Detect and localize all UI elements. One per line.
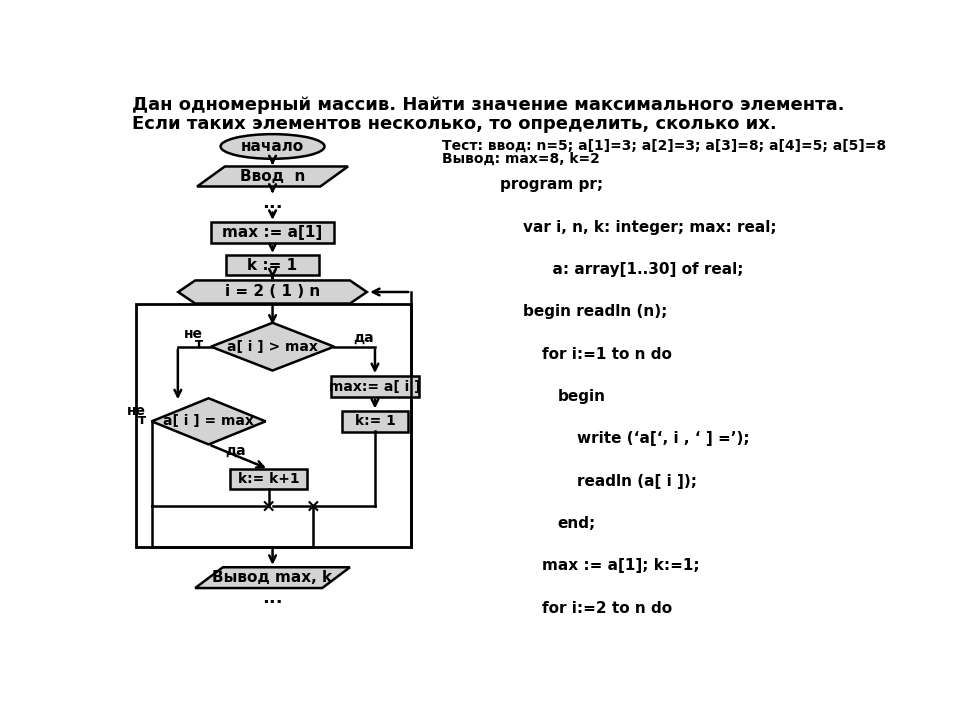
Text: i = 2 ( 1 ) n: i = 2 ( 1 ) n	[225, 284, 321, 300]
Bar	[227, 255, 319, 275]
Text: Если таких элементов несколько, то определить, сколько их.: Если таких элементов несколько, то опред…	[132, 115, 777, 133]
Text: write (‘a[‘, i , ‘ ] =’);: write (‘a[‘, i , ‘ ] =’);	[577, 431, 750, 446]
Text: program pr;: program pr;	[500, 177, 603, 192]
Text: k := 1: k := 1	[248, 258, 298, 273]
Text: max:= a[ i ]: max:= a[ i ]	[329, 379, 420, 394]
Text: ...: ...	[262, 589, 283, 607]
Text: да: да	[226, 444, 246, 458]
Text: end;: end;	[558, 516, 596, 531]
Bar	[330, 377, 420, 397]
Text: Дан одномерный массив. Найти значение максимального элемента.: Дан одномерный массив. Найти значение ма…	[132, 96, 844, 114]
Polygon shape	[197, 166, 348, 186]
Text: Тест: ввод: n=5; a[1]=3; a[2]=3; a[3]=8; a[4]=5; a[5]=8: Тест: ввод: n=5; a[1]=3; a[2]=3; a[3]=8;…	[442, 139, 886, 153]
Text: max := a[1]: max := a[1]	[223, 225, 323, 240]
Text: a[ i ] > max: a[ i ] > max	[228, 340, 318, 354]
Text: да: да	[353, 330, 373, 344]
Bar	[342, 411, 408, 432]
Text: Ввод  n: Ввод n	[240, 169, 305, 184]
Polygon shape	[211, 323, 334, 371]
Text: ...: ...	[262, 194, 283, 212]
Text: начало: начало	[241, 139, 304, 154]
Bar	[230, 469, 307, 490]
Text: a[ i ] = max: a[ i ] = max	[163, 414, 254, 428]
Text: begin: begin	[558, 389, 606, 404]
Text: begin readln (n);: begin readln (n);	[523, 305, 667, 319]
Text: не: не	[127, 404, 146, 418]
Text: var i, n, k: integer; max: real;: var i, n, k: integer; max: real;	[523, 220, 777, 235]
Polygon shape	[152, 398, 266, 444]
Bar	[136, 304, 411, 547]
Text: for i:=1 to n do: for i:=1 to n do	[542, 346, 672, 361]
Text: Вывод max, k: Вывод max, k	[212, 570, 332, 585]
Text: readln (a[ i ]);: readln (a[ i ]);	[577, 474, 697, 489]
Polygon shape	[195, 567, 350, 588]
Text: k:= k+1: k:= k+1	[238, 472, 300, 486]
Text: не: не	[184, 328, 204, 341]
Ellipse shape	[221, 134, 324, 159]
Text: for i:=2 to n do: for i:=2 to n do	[542, 600, 672, 616]
Bar	[211, 222, 334, 243]
Text: Вывод: max=8, k=2: Вывод: max=8, k=2	[442, 152, 600, 166]
Text: k:= 1: k:= 1	[354, 414, 396, 428]
Text: a: array[1..30] of real;: a: array[1..30] of real;	[542, 262, 744, 277]
Text: max := a[1]; k:=1;: max := a[1]; k:=1;	[542, 559, 700, 573]
Text: т: т	[137, 413, 146, 427]
Text: т: т	[195, 336, 204, 351]
Polygon shape	[179, 280, 367, 304]
